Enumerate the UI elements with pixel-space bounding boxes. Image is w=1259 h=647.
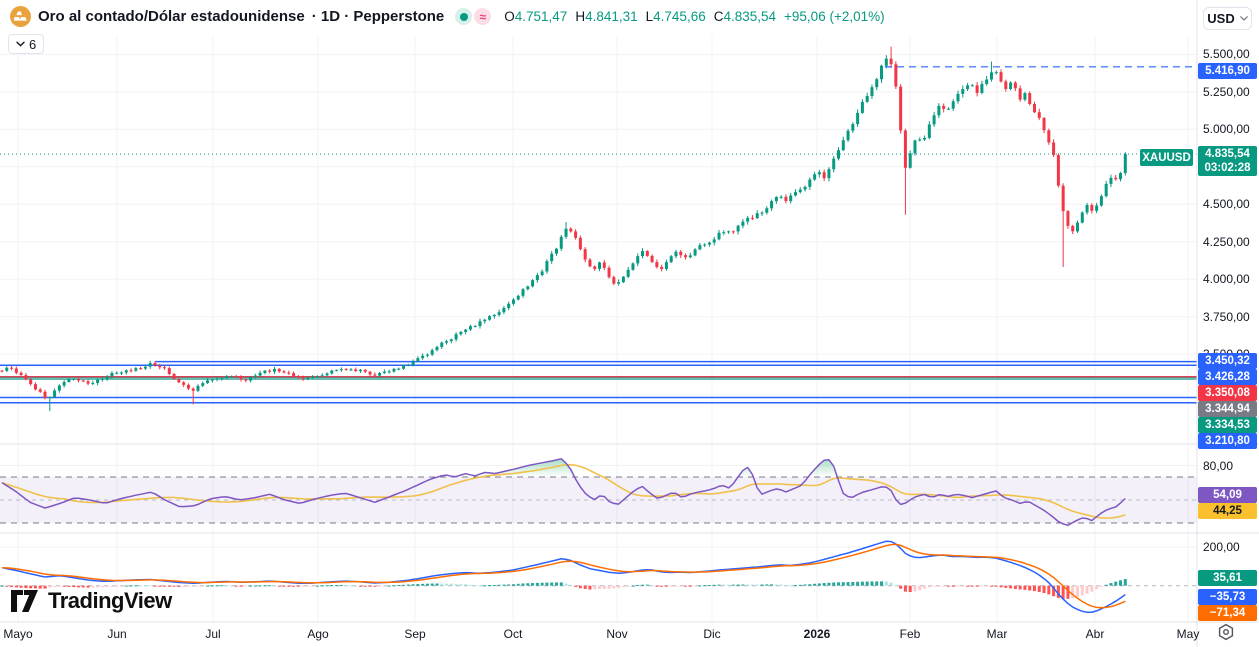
price-tick-label: 5.500,00: [1203, 47, 1250, 62]
bar-countdown: 03:02:28: [1204, 162, 1251, 174]
time-tick-label: Sep: [404, 627, 426, 641]
rsi-value-label: 54,09: [1198, 487, 1257, 503]
price-tick-label: 3.750,00: [1203, 309, 1250, 324]
high-value: 4.841,31: [585, 9, 638, 24]
symbol-title[interactable]: Oro al contado/Dólar estadounidense: [38, 8, 305, 25]
indicators-collapse-button[interactable]: 6: [8, 34, 45, 54]
price-level-label-3450: 3.450,32: [1198, 353, 1257, 369]
time-tick-label: 2026: [803, 627, 831, 641]
delayed-data-icon[interactable]: ≈: [474, 8, 492, 25]
low-value: 4.745,66: [653, 9, 706, 24]
time-tick-label: Mar: [986, 627, 1008, 641]
price-level-label-3210: 3.210,80: [1198, 433, 1257, 449]
price-tick-label: 5.000,00: [1203, 122, 1250, 137]
time-tick-label: Ago: [307, 627, 329, 641]
tradingview-logo-icon: [11, 590, 38, 612]
price-tick-label: 5.250,00: [1203, 84, 1250, 99]
ohlc-values: O4.751,47 H4.841,31 L4.745,66 C4.835,54 …: [504, 9, 885, 24]
current-price-label: 4.835,54 03:02:28: [1198, 146, 1257, 176]
indicators-count: 6: [29, 36, 37, 52]
macd-value-label: −35,73: [1198, 589, 1257, 605]
axis-settings-icon[interactable]: [1216, 622, 1236, 647]
close-value: 4.835,54: [723, 9, 777, 24]
chevron-down-icon: [1239, 16, 1248, 21]
price-tick-label: 4.250,00: [1203, 234, 1250, 249]
price-tick-label: 4.500,00: [1203, 197, 1250, 212]
price-level-label-5416: 5.416,90: [1198, 63, 1257, 79]
time-tick-label: Abr: [1085, 627, 1105, 641]
rsi-ma-value-label: 44,25: [1198, 503, 1257, 519]
price-tick-label: 4.000,00: [1203, 272, 1250, 287]
time-tick-label: Nov: [606, 627, 628, 641]
rsi-tick-label: 80,00: [1203, 459, 1234, 473]
chevron-down-icon: [16, 41, 25, 47]
tradingview-logo-text: TradingView: [48, 588, 172, 613]
symbol-subtitle[interactable]: · 1D · Pepperstone: [311, 8, 445, 25]
chart-header: Oro al contado/Dólar estadounidense · 1D…: [10, 6, 885, 27]
time-tick-label: Mayo: [3, 627, 33, 641]
open-value: 4.751,47: [514, 9, 568, 24]
symbol-price-tag: XAUUSD: [1140, 149, 1193, 166]
price-level-label-3426: 3.426,28: [1198, 369, 1257, 385]
tradingview-watermark[interactable]: TradingView: [10, 588, 172, 614]
macd-hist-value-label: 35,61: [1198, 570, 1257, 586]
time-tick-label: Dic: [703, 627, 721, 641]
price-level-label-3344: 3.344,94: [1198, 401, 1257, 417]
macd-signal-value-label: −71,34: [1198, 605, 1257, 621]
currency-selector[interactable]: USD: [1203, 7, 1252, 30]
time-tick-label: Jun: [107, 627, 127, 641]
currency-label: USD: [1207, 11, 1235, 26]
gold-symbol-icon: [10, 6, 31, 27]
macd-tick-label: 200,00: [1203, 540, 1240, 554]
time-tick-label: May: [1176, 627, 1200, 641]
time-tick-label: Jul: [205, 627, 221, 641]
price-level-label-3334: 3.334,53: [1198, 417, 1257, 433]
change-value: +95,06 (+2,01%): [784, 9, 885, 24]
status-badges: ≈: [455, 8, 492, 25]
time-tick-label: Feb: [899, 627, 921, 641]
market-status-icon[interactable]: [455, 8, 473, 25]
price-level-label-3350: 3.350,08: [1198, 385, 1257, 401]
time-tick-label: Oct: [503, 627, 523, 641]
